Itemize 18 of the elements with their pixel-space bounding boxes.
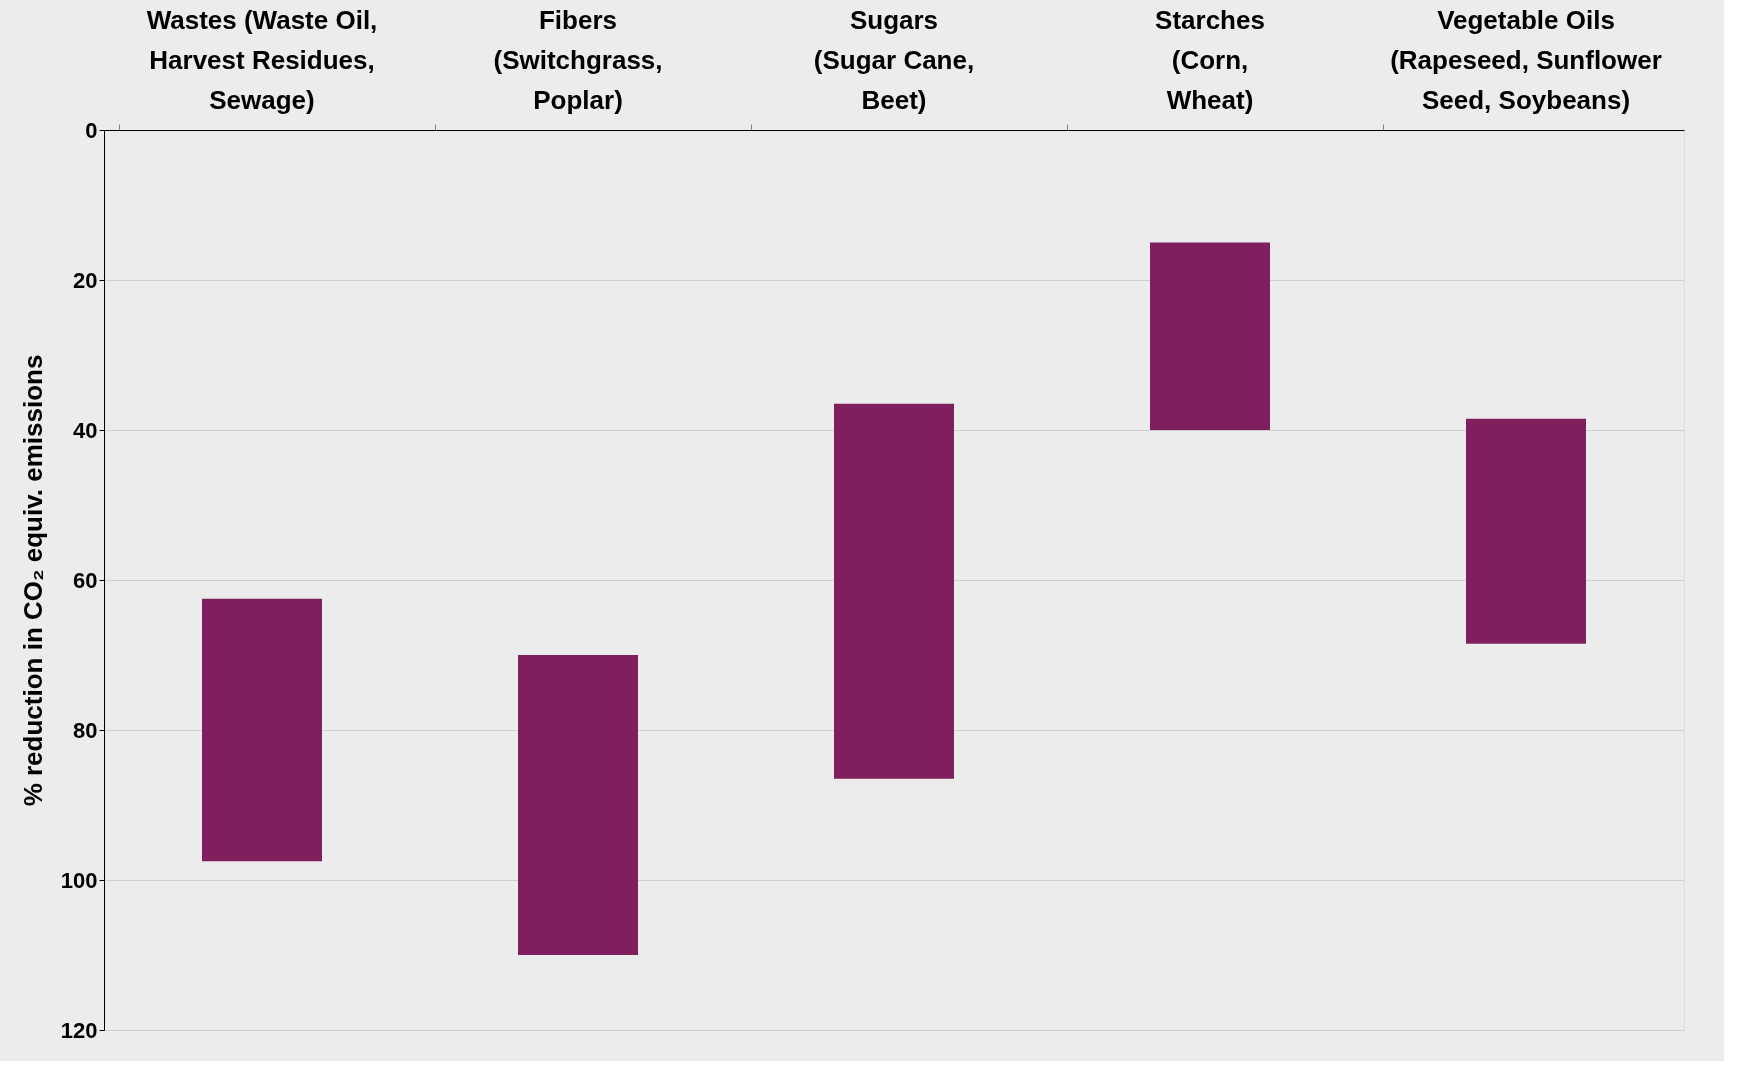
y-tick-label: 40: [73, 417, 98, 443]
y-tick-label: 100: [60, 867, 98, 893]
bar: [518, 655, 638, 955]
x-tick-label: Wastes (Waste Oil, Harvest Residues, Sewage): [146, 5, 378, 115]
y-tick-label: 20: [73, 267, 98, 293]
x-tick-label: Vegetable Oils (Rapeseed, Sunflower Seed, Soybeans): [1390, 5, 1662, 115]
bar: [1150, 242, 1270, 430]
bar: [1466, 418, 1586, 644]
y-tick-label: 80: [73, 717, 98, 743]
x-tick-label: Starches (Corn, Wheat): [1155, 5, 1265, 115]
y-tick-label: 120: [60, 1017, 98, 1043]
y-tick-label: 60: [73, 567, 98, 593]
y-axis-title: % reduction in CO₂ equiv. emissions: [17, 354, 48, 807]
bar: [202, 598, 322, 862]
bar: [834, 403, 954, 779]
x-tick-label: Sugars (Sugar Cane, Beet): [813, 5, 975, 115]
y-tick-label: 0: [85, 117, 98, 143]
x-tick-label: Fibers (Switchgrass, Poplar): [493, 5, 663, 115]
